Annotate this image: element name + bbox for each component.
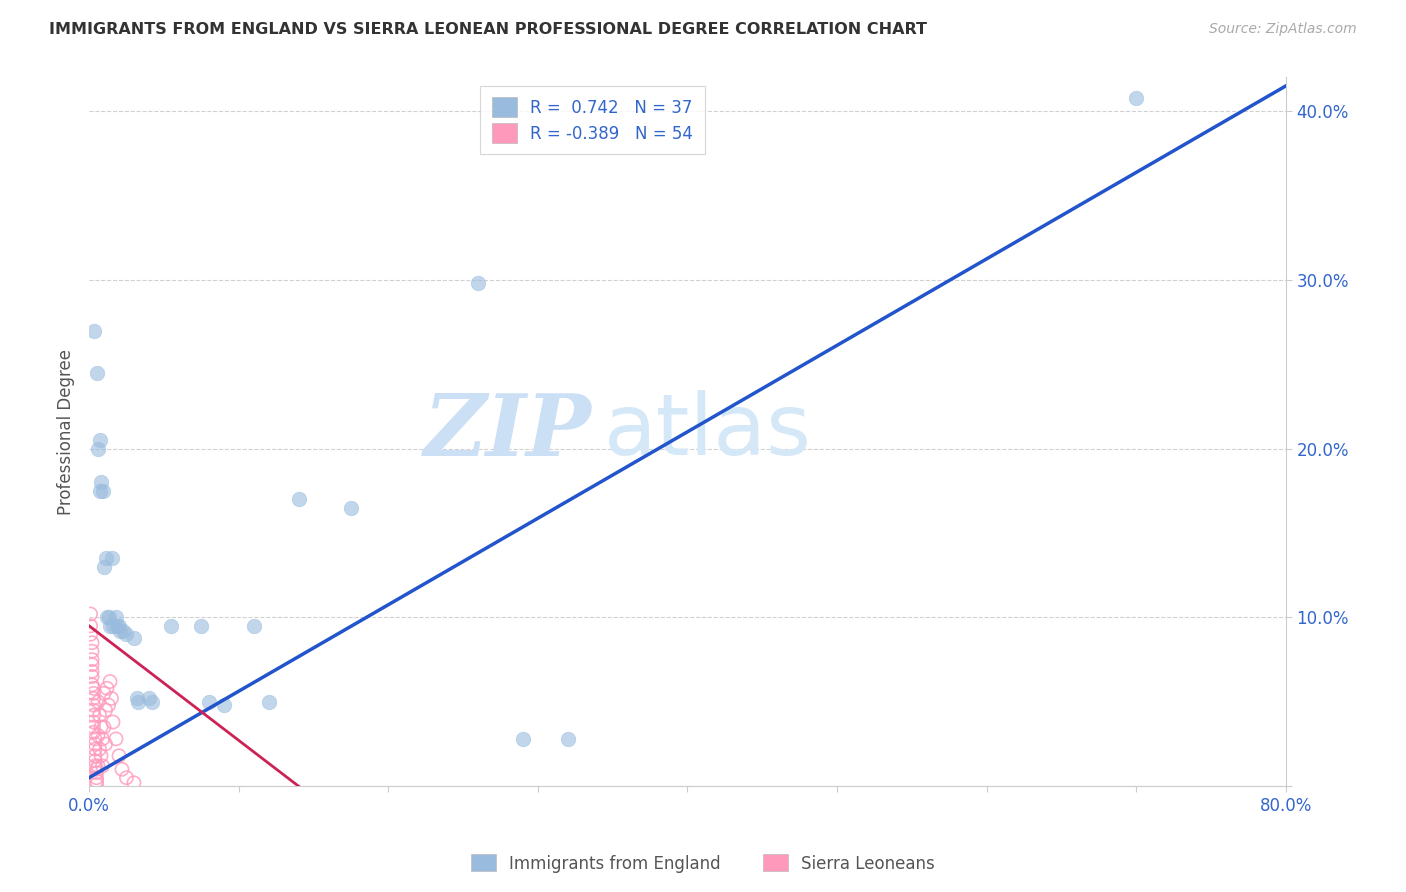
Point [127,695,149,709]
Point [84,731,107,746]
Point [80,636,103,650]
Point [84,748,107,763]
Point [96,681,118,696]
Text: Source: ZipAtlas.com: Source: ZipAtlas.com [1209,22,1357,37]
Point [115,627,138,641]
Point [512,731,534,746]
Point [86,366,108,380]
Point [86,762,108,776]
Point [89,742,111,756]
Point [97,610,120,624]
Point [100,691,122,706]
Point [160,619,183,633]
Point [122,776,145,790]
Point [93,559,115,574]
Point [84,759,107,773]
Point [80,669,103,683]
Point [98,674,121,689]
Point [91,483,114,498]
Point [110,624,132,638]
Point [86,777,108,791]
Point [96,610,118,624]
Point [105,731,128,746]
Point [83,691,105,706]
Point [90,720,112,734]
Point [94,737,117,751]
Point [122,631,145,645]
Point [90,748,112,763]
Point [84,754,107,768]
Point [87,729,110,743]
Legend: R =  0.742   N = 37, R = -0.389   N = 54: R = 0.742 N = 37, R = -0.389 N = 54 [481,86,704,154]
Point [287,492,309,507]
Point [89,708,111,723]
Point [257,695,280,709]
Point [94,551,117,566]
Point [83,681,105,696]
Text: atlas: atlas [603,391,811,474]
Point [467,277,489,291]
Point [89,434,111,448]
Y-axis label: Professional Degree: Professional Degree [58,349,75,515]
Point [138,691,160,706]
Point [107,619,129,633]
Point [91,759,114,773]
Point [80,665,103,679]
Point [83,324,105,338]
Point [242,619,264,633]
Point [83,703,105,717]
Point [84,742,107,756]
Point [115,771,138,785]
Point [79,619,101,633]
Point [100,551,122,566]
Point [108,748,131,763]
Point [141,695,163,709]
Point [212,698,235,713]
Point [87,442,110,456]
Point [86,774,108,789]
Point [84,737,107,751]
Point [86,765,108,780]
Point [91,731,114,746]
Point [83,714,105,729]
Point [80,678,103,692]
Point [98,619,121,633]
Text: ZIP: ZIP [423,390,592,474]
Point [90,475,112,490]
Text: IMMIGRANTS FROM ENGLAND VS SIERRA LEONEAN PROFESSIONAL DEGREE CORRELATION CHART: IMMIGRANTS FROM ENGLAND VS SIERRA LEONEA… [49,22,927,37]
Point [83,686,105,700]
Point [112,624,135,638]
Point [86,771,108,785]
Point [94,703,117,717]
Point [101,619,124,633]
Point [80,657,103,672]
Point [101,714,124,729]
Point [125,691,148,706]
Point [80,652,103,666]
Point [83,725,105,739]
Point [79,607,101,621]
Point [83,698,105,713]
Point [79,627,101,641]
Point [108,619,131,633]
Point [93,686,115,700]
Point [557,731,579,746]
Legend: Immigrants from England, Sierra Leoneans: Immigrants from England, Sierra Leoneans [464,847,942,880]
Point [105,610,128,624]
Point [1125,91,1147,105]
Point [89,483,111,498]
Point [97,698,120,713]
Point [80,644,103,658]
Point [87,759,110,773]
Point [93,720,115,734]
Point [111,762,134,776]
Point [83,720,105,734]
Point [87,695,110,709]
Point [197,695,219,709]
Point [340,500,363,515]
Point [83,708,105,723]
Point [190,619,212,633]
